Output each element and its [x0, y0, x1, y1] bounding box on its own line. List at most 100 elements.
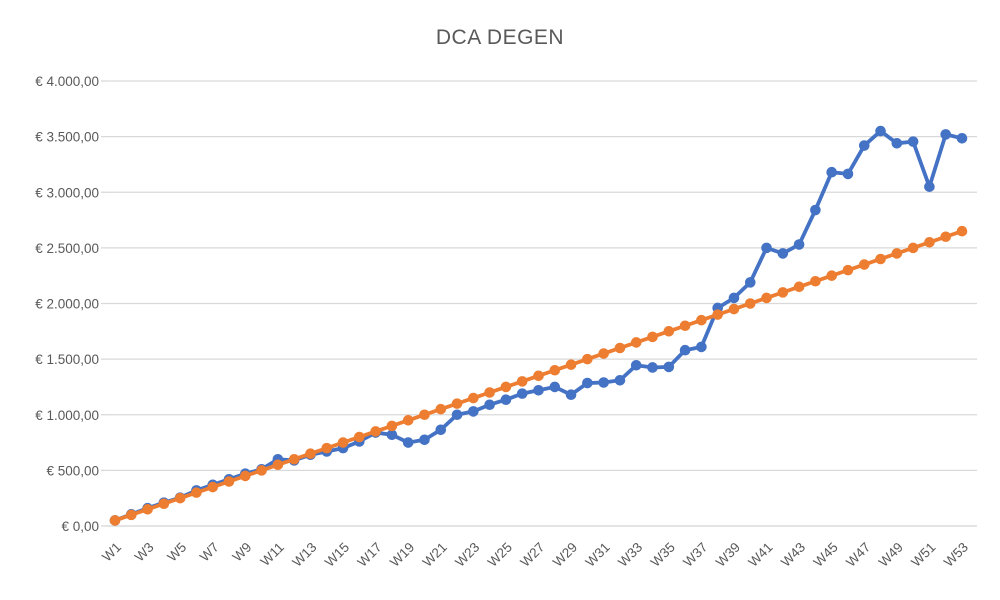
data-point-invested-orange — [630, 337, 642, 348]
x-axis-label: W35 — [648, 540, 678, 570]
data-point-invested-orange — [598, 348, 609, 359]
data-point-portfolio-value-blue — [468, 406, 479, 417]
data-point-portfolio-value-blue — [696, 341, 707, 353]
x-axis-label: W37 — [680, 540, 710, 570]
data-point-invested-orange — [777, 287, 789, 298]
x-axis-label: W21 — [420, 540, 450, 570]
data-point-portfolio-value-blue — [940, 129, 952, 140]
data-point-portfolio-value-blue — [402, 437, 414, 448]
data-point-invested-orange — [826, 270, 837, 281]
x-axis-label: W27 — [517, 540, 547, 570]
data-point-invested-orange — [582, 353, 593, 365]
x-axis-label: W7 — [197, 540, 222, 565]
data-point-invested-orange — [272, 459, 284, 471]
x-axis-label: W1 — [99, 540, 124, 565]
data-point-portfolio-value-blue — [810, 204, 821, 216]
data-point-portfolio-value-blue — [386, 429, 398, 441]
data-point-portfolio-value-blue — [728, 292, 740, 304]
data-point-portfolio-value-blue — [582, 377, 593, 389]
data-point-portfolio-value-blue — [793, 239, 805, 250]
data-point-invested-orange — [256, 465, 267, 476]
data-point-portfolio-value-blue — [598, 377, 609, 388]
x-axis-label: W19 — [387, 540, 417, 570]
data-point-invested-orange — [451, 398, 463, 409]
data-point-invested-orange — [305, 448, 316, 459]
data-point-invested-orange — [565, 359, 577, 370]
data-point-portfolio-value-blue — [663, 361, 675, 373]
y-axis-label: € 3.000,00 — [35, 185, 99, 200]
x-axis-label: W29 — [550, 540, 580, 570]
data-point-portfolio-value-blue — [744, 277, 756, 288]
data-point-invested-orange — [500, 381, 512, 393]
x-axis-label: W11 — [257, 540, 287, 570]
y-axis-label: € 1.000,00 — [35, 408, 99, 423]
x-axis-label: W9 — [230, 540, 255, 565]
data-point-portfolio-value-blue — [516, 388, 528, 399]
data-point-invested-orange — [858, 259, 870, 270]
data-point-portfolio-value-blue — [679, 344, 691, 356]
data-point-invested-orange — [712, 309, 723, 320]
data-point-portfolio-value-blue — [826, 166, 837, 178]
data-point-invested-orange — [940, 231, 952, 243]
data-point-portfolio-value-blue — [630, 359, 642, 371]
x-axis-label: W43 — [778, 540, 808, 570]
data-point-invested-orange — [419, 409, 430, 421]
data-point-invested-orange — [875, 253, 886, 265]
data-point-portfolio-value-blue — [435, 424, 447, 436]
x-axis-label: W45 — [811, 540, 841, 570]
y-axis-label: € 0,00 — [61, 519, 99, 534]
chart-title: DCA DEGEN — [435, 26, 565, 49]
data-point-invested-orange — [647, 331, 658, 343]
data-point-invested-orange — [549, 364, 561, 376]
data-point-invested-orange — [288, 453, 300, 465]
data-point-invested-orange — [696, 314, 707, 326]
data-point-invested-orange — [842, 264, 854, 276]
y-axis-label: € 500,00 — [46, 463, 99, 478]
data-point-invested-orange — [761, 292, 772, 304]
data-point-portfolio-value-blue — [842, 168, 854, 180]
data-point-invested-orange — [468, 392, 479, 404]
data-point-portfolio-value-blue — [761, 242, 772, 254]
data-point-portfolio-value-blue — [777, 248, 789, 259]
data-point-invested-orange — [956, 225, 968, 237]
y-axis-label: € 2.000,00 — [35, 297, 99, 312]
data-point-invested-orange — [191, 487, 202, 498]
x-axis-label: W5 — [164, 540, 189, 565]
x-axis-label: W25 — [485, 540, 515, 570]
x-axis-label: W17 — [354, 540, 384, 570]
y-axis-label: € 3.500,00 — [35, 130, 99, 145]
data-point-invested-orange — [125, 509, 137, 521]
data-point-portfolio-value-blue — [500, 394, 512, 406]
data-point-portfolio-value-blue — [614, 374, 626, 386]
x-axis-label: W23 — [452, 540, 482, 570]
data-point-invested-orange — [484, 387, 495, 398]
x-axis-label: W13 — [289, 540, 319, 570]
data-point-portfolio-value-blue — [484, 399, 495, 411]
x-axis-label: W31 — [583, 540, 613, 570]
data-point-invested-orange — [158, 498, 170, 510]
series-line-portfolio-value-blue — [113, 129, 964, 523]
x-axis-label: W39 — [713, 540, 743, 570]
data-point-invested-orange — [174, 492, 186, 504]
x-axis-label: W33 — [615, 540, 645, 570]
data-point-invested-orange — [907, 242, 919, 254]
x-axis-label: W41 — [745, 540, 775, 570]
data-point-invested-orange — [321, 442, 333, 454]
y-axis-label: € 4.000,00 — [35, 74, 99, 89]
data-point-invested-orange — [402, 415, 414, 426]
data-point-invested-orange — [386, 420, 398, 432]
data-point-invested-orange — [924, 237, 935, 248]
data-point-invested-orange — [533, 370, 544, 382]
data-point-invested-orange — [337, 437, 349, 448]
data-point-invested-orange — [744, 298, 756, 309]
x-axis-label: W53 — [941, 540, 971, 570]
data-point-invested-orange — [793, 281, 805, 293]
data-point-invested-orange — [728, 303, 740, 315]
data-point-portfolio-value-blue — [956, 132, 968, 144]
data-point-invested-orange — [207, 481, 219, 493]
data-point-invested-orange — [614, 342, 626, 354]
data-point-invested-orange — [354, 431, 365, 443]
data-point-invested-orange — [370, 426, 381, 437]
